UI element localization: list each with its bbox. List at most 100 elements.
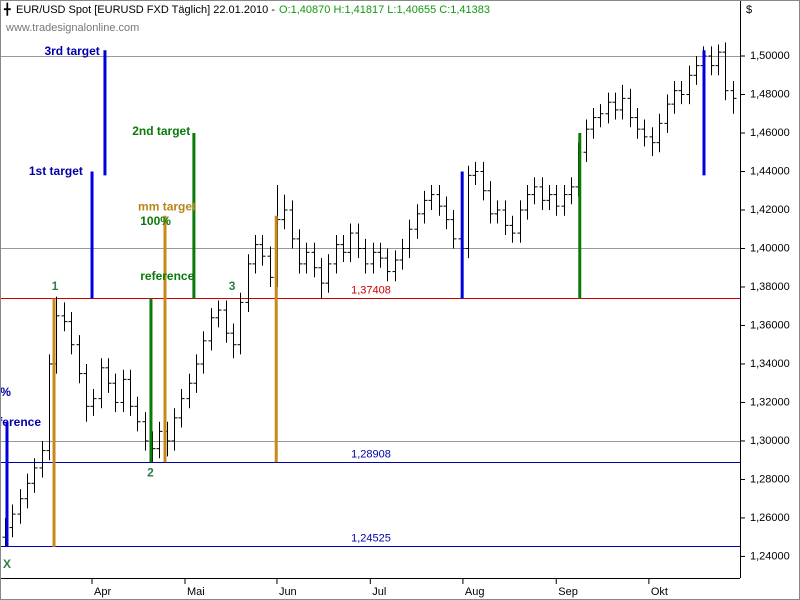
ohlc-bar: [112, 373, 119, 413]
ohlc-bar: [715, 44, 722, 76]
ohlc-bar: [186, 373, 193, 409]
ohlc-bar: [200, 331, 207, 374]
ohlc-bar: [296, 229, 303, 274]
ohlc-bar: [428, 184, 435, 210]
ohlc-bar: [502, 200, 509, 236]
ohlc-bar: [597, 104, 604, 128]
ohlc-bar: [649, 127, 656, 157]
ohlc-bar: [223, 300, 230, 343]
ohlc-bar: [465, 165, 472, 259]
level-label: 1,24525: [351, 532, 391, 544]
ohlc-bar: [480, 161, 487, 201]
ohlc-bar: [678, 81, 685, 105]
ohlc-bar: [355, 223, 362, 259]
ohlc-bar: [83, 363, 90, 422]
ohlc-bar: [318, 258, 325, 299]
y-tick-label: 1,50000: [750, 50, 790, 62]
x-tick-label: Jul: [372, 586, 386, 598]
y-tick-label: 1,24000: [750, 550, 790, 562]
ohlc-bar: [494, 200, 501, 224]
ohlc-bar: [156, 421, 163, 459]
ohlc-bar: [590, 107, 597, 139]
ohlc-bar: [245, 254, 252, 313]
ohlc-bar: [436, 184, 443, 216]
ohlc-bar: [664, 94, 671, 133]
ohlc-bar: [61, 302, 68, 332]
y-tick-label: 1,28000: [750, 473, 790, 485]
annotation: mm target: [138, 199, 196, 213]
y-tick-label: 1,40000: [750, 242, 790, 254]
ohlc-bar: [399, 238, 406, 270]
x-tick-label: Apr: [94, 586, 111, 598]
ohlc-bar: [289, 200, 296, 249]
ohlc-bar: [370, 242, 377, 274]
ohlc-bar: [686, 65, 693, 105]
ohlc-bar: [443, 196, 450, 230]
ohlc-bar: [561, 184, 568, 216]
ohlc-bar: [517, 200, 524, 243]
ohlc-bar: [524, 184, 531, 220]
x-tick-label: Aug: [465, 586, 485, 598]
y-tick-label: 1,48000: [750, 88, 790, 100]
ohlc-bar: [39, 440, 46, 478]
ohlc-bar: [9, 504, 16, 538]
ohlc-bar: [17, 489, 24, 524]
ohlc-bar: [612, 92, 619, 120]
ohlc-bar: [193, 354, 200, 393]
ohlc-bar: [259, 235, 266, 266]
ohlc-bar: [311, 242, 318, 278]
x-tick-label: Sep: [558, 586, 578, 598]
y-tick-label: 1,26000: [750, 512, 790, 524]
annotation: reference: [0, 415, 41, 429]
ohlc-bar: [98, 358, 105, 409]
ohlc-bar: [605, 92, 612, 124]
annotation: 100%: [0, 385, 11, 399]
ohlc-bar: [656, 113, 663, 153]
annotation: 2nd target: [132, 124, 190, 138]
chart-title: EUR/USD Spot [EURUSD FXD Täglich] 22.01.…: [16, 4, 275, 16]
ohlc-bar: [171, 408, 178, 451]
level-label: 1,28908: [351, 448, 391, 460]
watermark: www.tradesignalonline.com: [5, 22, 139, 34]
ohlc-bar: [693, 56, 700, 85]
annotation: 1st target: [29, 164, 83, 178]
ohlc-bar: [105, 358, 112, 393]
ohlc-bar: [347, 223, 354, 262]
x-tick-label: Mai: [187, 586, 205, 598]
ohlc-bar: [708, 46, 715, 76]
ohlc-bar: [340, 235, 347, 262]
y-tick-label: 1,44000: [750, 165, 790, 177]
annotation: 3rd target: [44, 44, 99, 58]
annotation: 2: [147, 466, 154, 480]
y-tick-label: 1,34000: [750, 358, 790, 370]
ohlc-bar: [568, 177, 575, 205]
ohlc-bar: [531, 177, 538, 205]
annotation: 100%: [140, 214, 171, 228]
ohlc-bar: [392, 250, 399, 282]
ohlc-bar: [634, 107, 641, 139]
annotation: reference: [140, 269, 194, 283]
ohlc-bar: [237, 292, 244, 355]
ohlc-bar: [450, 209, 457, 249]
annotation: 1: [52, 279, 59, 293]
ohlc-bar: [134, 396, 141, 432]
x-tick-label: Jun: [279, 586, 297, 598]
ohlc-bar: [730, 81, 737, 114]
ohlc-bar: [215, 300, 222, 328]
ohlc-bar: [142, 412, 149, 451]
y-tick-label: 1,30000: [750, 435, 790, 447]
ohlc-bar: [472, 161, 479, 185]
ohlc-bar: [90, 388, 97, 416]
ohlc-bar: [230, 323, 237, 359]
y-tick-label: 1,42000: [750, 204, 790, 216]
ohlc-bar: [384, 248, 391, 282]
ohlc-bar: [722, 42, 729, 101]
y-tick-label: 1,46000: [750, 127, 790, 139]
ohlc-bar: [333, 235, 340, 274]
annotation: X: [3, 557, 11, 571]
ohlc-bar: [421, 190, 428, 224]
quote: O:1,40870 H:1,41817 L:1,40655 C:1,41383: [279, 4, 490, 16]
ohlc-bar: [68, 312, 75, 355]
level-label: 1,37408: [351, 284, 391, 296]
ohlc-bar: [487, 181, 494, 224]
